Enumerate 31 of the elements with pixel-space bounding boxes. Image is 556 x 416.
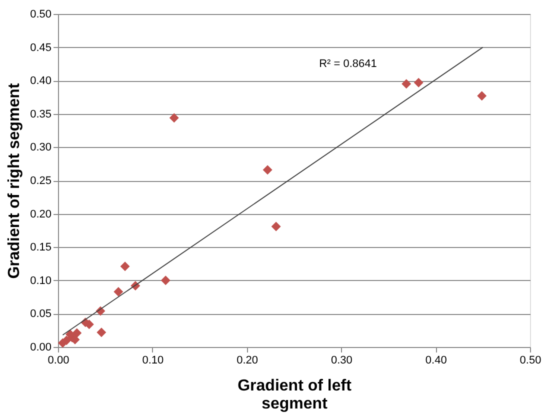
- y-tick-label: 0.20: [30, 208, 52, 220]
- y-tick-label: 0.50: [30, 8, 52, 20]
- point: [414, 78, 424, 88]
- point: [262, 165, 272, 175]
- point: [114, 286, 124, 296]
- point: [271, 222, 281, 232]
- point: [58, 338, 68, 348]
- y-tick-label: 0.15: [30, 242, 52, 254]
- y-tick-label: 0.45: [30, 42, 52, 54]
- point: [120, 262, 130, 272]
- x-tick-label: 0.10: [142, 354, 164, 366]
- y-tick-label: 0.35: [30, 108, 52, 120]
- point: [402, 79, 412, 89]
- y-tick-label: 0.40: [30, 75, 52, 88]
- x-tick-label: 0.30: [330, 354, 352, 366]
- annotation: R² = 0.8641: [319, 58, 377, 70]
- y-tick-label: 0.10: [30, 274, 52, 287]
- point: [169, 113, 179, 123]
- y-tick-label: 0.05: [30, 308, 52, 320]
- y-axis-title: Gradient of right segment: [6, 82, 24, 279]
- x-tick-label: 0.00: [48, 354, 70, 366]
- y-tick-label: 0.00: [30, 342, 52, 354]
- x-axis-title: Gradient of left segment: [238, 378, 352, 412]
- point: [96, 328, 106, 338]
- y-tick-label: 0.25: [30, 175, 52, 187]
- point: [160, 276, 170, 286]
- y-tick-label: 0.30: [30, 142, 52, 154]
- x-tick-label: 0.50: [520, 354, 542, 366]
- x-tick-label: 0.40: [425, 354, 447, 366]
- point: [477, 91, 487, 101]
- x-tick-label: 0.20: [236, 354, 258, 366]
